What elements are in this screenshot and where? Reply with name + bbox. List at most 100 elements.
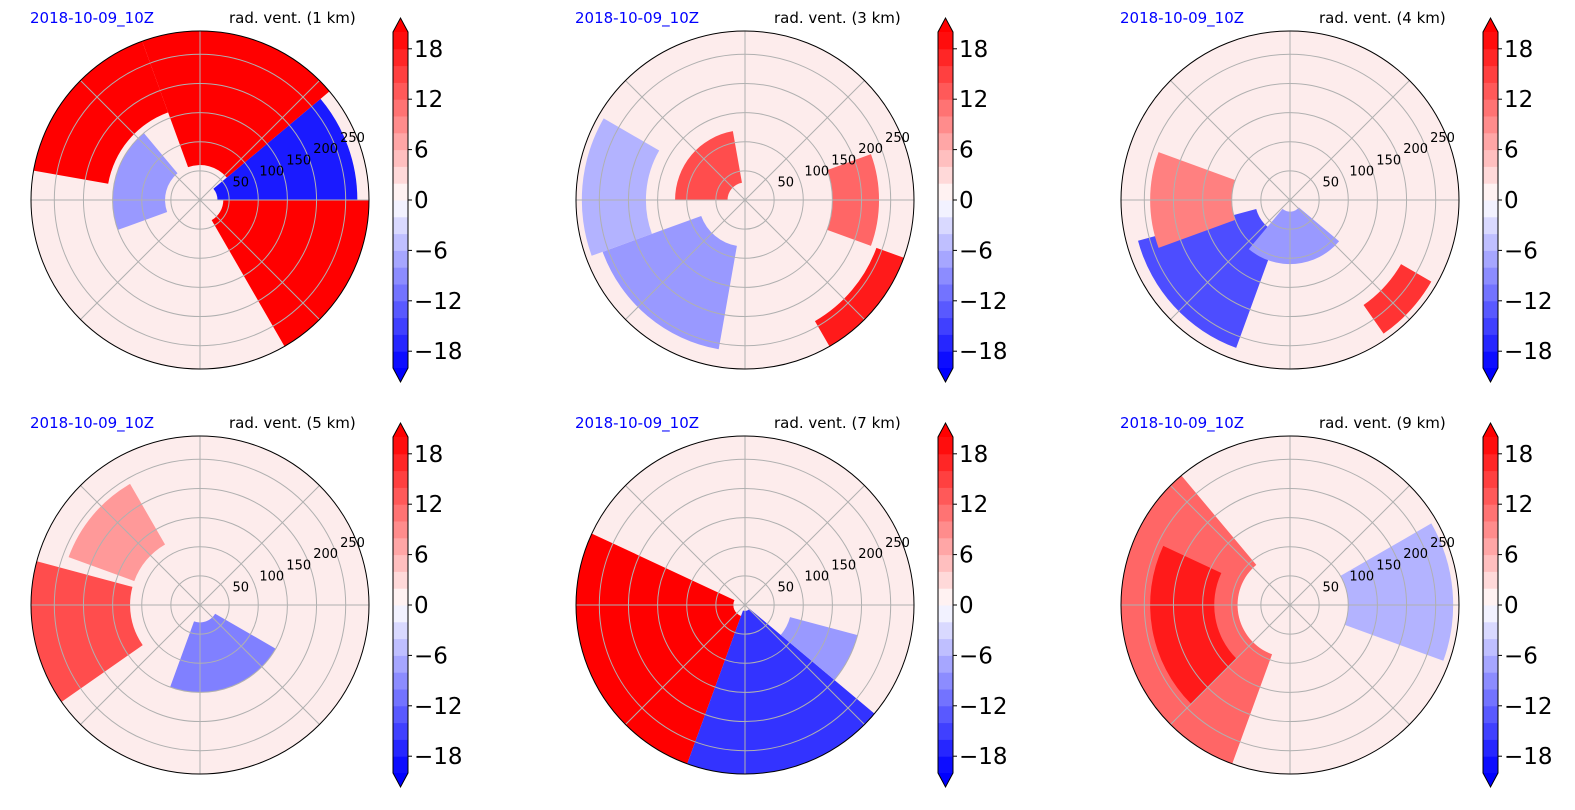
angular-gridline bbox=[80, 604, 201, 725]
colorbar-tick-label: 0 bbox=[1504, 593, 1519, 619]
colorbar-segment bbox=[938, 334, 953, 352]
colorbar-segment bbox=[1483, 250, 1498, 268]
panel-3: 2018-10-09_10Z rad. vent. (4 km) 50 100 15… bbox=[1090, 0, 1575, 405]
radial-tick-label: 100 bbox=[804, 569, 829, 584]
contour-region bbox=[1150, 545, 1237, 704]
colorbar-segment bbox=[393, 300, 408, 319]
angular-gridline bbox=[625, 485, 746, 606]
contour-region bbox=[1340, 523, 1454, 661]
contour-region bbox=[687, 608, 875, 774]
colorbar-segment bbox=[1483, 267, 1498, 285]
colorbar-segment bbox=[393, 233, 408, 251]
colorbar-extend-top bbox=[938, 423, 953, 437]
panel-date-label: 2018-10-09_10Z bbox=[1120, 9, 1245, 27]
colorbar-segment bbox=[393, 487, 408, 505]
colorbar-segment bbox=[393, 216, 408, 235]
colorbar-segment bbox=[938, 521, 953, 539]
polar-outline bbox=[575, 435, 915, 775]
colorbar-segment bbox=[938, 588, 953, 606]
colorbar-segment bbox=[938, 149, 953, 167]
colorbar-segment bbox=[393, 267, 408, 285]
colorbar-segment bbox=[1483, 183, 1498, 201]
colorbar-segment bbox=[1483, 200, 1498, 218]
radial-tick-label: 200 bbox=[313, 547, 338, 562]
panel-date-label: 2018-10-09_10Z bbox=[30, 414, 155, 432]
colorbar-segment bbox=[938, 166, 953, 184]
colorbar-segment bbox=[938, 267, 953, 285]
colorbar: 18 12 6 0 −18 −12 −6 bbox=[392, 16, 463, 384]
colorbar-segment bbox=[938, 116, 953, 134]
colorbar-segment bbox=[1483, 437, 1498, 455]
colorbar-extend-top bbox=[393, 18, 408, 32]
angular-gridline bbox=[1170, 485, 1291, 606]
colorbar-tick-label: 18 bbox=[414, 37, 443, 63]
colorbar-tick-label: −12 bbox=[959, 694, 1008, 720]
colorbar-segment bbox=[1483, 672, 1498, 690]
colorbar-segment bbox=[1483, 149, 1498, 167]
colorbar-segment bbox=[393, 588, 408, 606]
colorbar-tick-label: 18 bbox=[959, 442, 988, 468]
colorbar-tick-label: 0 bbox=[959, 188, 974, 214]
colorbar-segment bbox=[393, 334, 408, 352]
angular-gridline bbox=[80, 80, 201, 201]
colorbar-segment bbox=[938, 487, 953, 505]
colorbar-tick-label: 18 bbox=[1504, 442, 1533, 468]
colorbar: 18 12 6 0 −18 −12 −6 bbox=[937, 421, 1008, 789]
contour-region bbox=[170, 613, 276, 693]
colorbar-segment bbox=[393, 284, 408, 302]
angular-gridline bbox=[744, 80, 865, 201]
contour-region bbox=[814, 247, 904, 347]
colorbar-segment bbox=[393, 99, 408, 117]
colorbar-segment bbox=[938, 689, 953, 707]
colorbar-extend-bottom bbox=[938, 773, 953, 787]
colorbar-segment bbox=[938, 250, 953, 268]
colorbar-segment bbox=[393, 351, 408, 369]
panel-date-label: 2018-10-09_10Z bbox=[1120, 414, 1245, 432]
radial-tick-label: 200 bbox=[313, 142, 338, 157]
colorbar-segment bbox=[393, 605, 408, 623]
contour-regions bbox=[1121, 475, 1454, 764]
colorbar-segment bbox=[1483, 689, 1498, 707]
colorbar-segment bbox=[938, 99, 953, 117]
colorbar-tick-label: 18 bbox=[1504, 37, 1533, 63]
colorbar-segment bbox=[1483, 48, 1498, 67]
panel-date-label: 2018-10-09_10Z bbox=[30, 9, 155, 27]
colorbar-segment bbox=[1483, 82, 1498, 100]
panel-title: rad. vent. (3 km) bbox=[774, 9, 901, 27]
radial-tick-label: 150 bbox=[831, 153, 856, 168]
contour-region bbox=[1138, 209, 1279, 348]
panel-title: rad. vent. (9 km) bbox=[1319, 414, 1446, 432]
contour-region bbox=[33, 41, 169, 184]
colorbar-segment bbox=[1483, 300, 1498, 319]
radial-tick-label: 150 bbox=[831, 558, 856, 573]
colorbar-tick-label: −6 bbox=[1504, 238, 1538, 264]
contour-region bbox=[780, 617, 858, 680]
colorbar-tick-label: −6 bbox=[959, 238, 993, 264]
colorbar-segment bbox=[393, 571, 408, 589]
panel-1: 2018-10-09_10Z rad. vent. (1 km) 50 100 15… bbox=[0, 0, 545, 405]
angular-gridline bbox=[80, 485, 201, 606]
colorbar-segment bbox=[1483, 588, 1498, 606]
colorbar-segment bbox=[1483, 605, 1498, 623]
colorbar-segment bbox=[1483, 487, 1498, 505]
colorbar-segment bbox=[938, 216, 953, 235]
colorbar-segment bbox=[393, 537, 408, 556]
colorbar-tick-label: 0 bbox=[959, 593, 974, 619]
colorbar: 18 12 6 0 −18 −12 −6 bbox=[392, 421, 463, 789]
colorbar-tick-label: 0 bbox=[414, 593, 429, 619]
colorbar-segment bbox=[938, 470, 953, 488]
colorbar-segment bbox=[393, 166, 408, 184]
colorbar-segment bbox=[1483, 132, 1498, 151]
colorbar-segment bbox=[1483, 521, 1498, 539]
colorbar-segment bbox=[938, 638, 953, 656]
angular-gridline bbox=[1170, 80, 1291, 201]
colorbar-segment bbox=[1483, 756, 1498, 774]
contour-regions bbox=[576, 533, 875, 774]
radial-tick-label: 150 bbox=[286, 153, 311, 168]
colorbar-segment bbox=[1483, 453, 1498, 472]
contour-region bbox=[576, 533, 742, 764]
radial-tick-label: 100 bbox=[259, 569, 284, 584]
radial-tick-label: 50 bbox=[232, 581, 249, 596]
colorbar-segment bbox=[938, 317, 953, 335]
